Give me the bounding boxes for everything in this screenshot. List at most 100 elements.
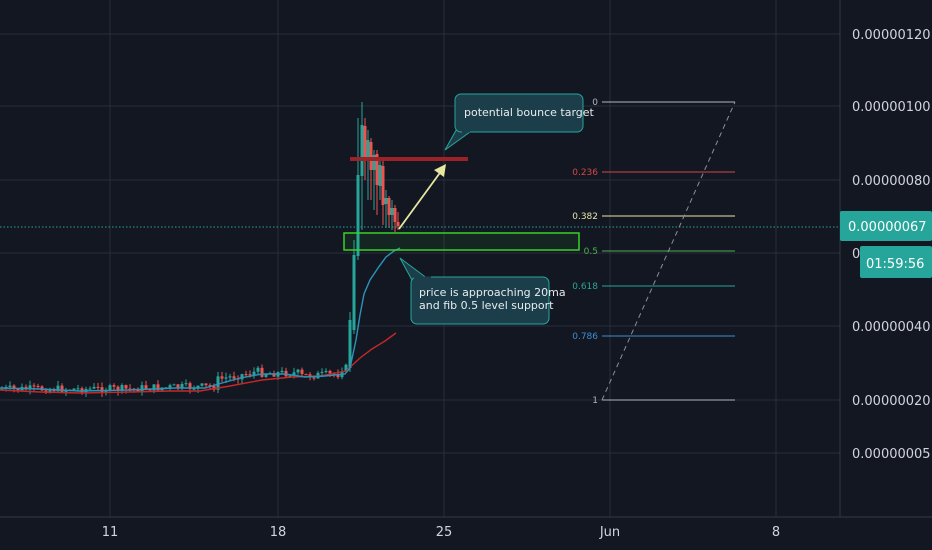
- y-tick-label: 0.00000005: [852, 447, 931, 462]
- candle-body: [48, 389, 52, 393]
- candle-body: [96, 386, 100, 388]
- candle-body: [128, 388, 132, 390]
- candle-body: [344, 364, 348, 372]
- candle-body: [256, 367, 260, 372]
- candle-body: [16, 388, 20, 391]
- candle-body: [192, 388, 196, 390]
- candle-body: [366, 140, 370, 158]
- candle-body: [76, 388, 80, 390]
- candle-body: [124, 385, 128, 389]
- candle-body: [32, 385, 36, 387]
- candles: [0, 102, 400, 398]
- candle-body: [144, 385, 148, 390]
- candle-body: [204, 383, 208, 386]
- candle-body: [304, 373, 308, 375]
- fib-retracement: 0 0.236 0.382 0.5 0.618 0.786 1: [572, 98, 735, 406]
- candle-body: [248, 374, 252, 376]
- y-tick-label: 0.00000100: [852, 100, 931, 115]
- candle-body: [200, 383, 204, 386]
- candle-body: [356, 175, 360, 256]
- candle-body: [292, 372, 296, 376]
- candle-body: [328, 370, 332, 374]
- candle-body: [56, 385, 60, 392]
- callout-bounce-target: potential bounce target: [444, 93, 595, 151]
- candle-body: [396, 222, 400, 226]
- candle-body: [260, 367, 264, 377]
- candle-body: [28, 385, 32, 390]
- candle-body: [300, 369, 304, 374]
- candle-body: [375, 154, 379, 185]
- fib-level-label: 0.236: [572, 168, 598, 178]
- candle-body: [280, 370, 284, 373]
- y-tick-label: 0.00000040: [852, 320, 931, 335]
- candle-body: [208, 385, 212, 387]
- candle-body: [176, 384, 180, 389]
- callout-support: price is approaching 20ma and fib 0.5 le…: [399, 257, 566, 325]
- candle-body: [252, 371, 256, 376]
- candle-body: [232, 376, 236, 379]
- candle-body: [378, 165, 382, 186]
- bounce-arrow: [398, 169, 443, 230]
- y-tick-label: 0.00000120: [852, 28, 931, 43]
- candle-body: [116, 386, 120, 391]
- x-tick-label: 25: [436, 525, 453, 540]
- candle-body: [60, 385, 64, 393]
- candle-body: [152, 384, 156, 391]
- fib-level-label: 0.5: [584, 247, 598, 257]
- support-zone: [343, 232, 580, 251]
- current-price-tag: 0.00000067: [840, 211, 932, 241]
- candle-body: [88, 388, 92, 390]
- candle-body: [387, 198, 391, 215]
- candle-body: [360, 125, 364, 176]
- candle-body: [324, 370, 328, 372]
- candle-body: [212, 386, 216, 390]
- time-axis: 11 18 25 Jun 8: [102, 525, 780, 540]
- candle-body: [196, 385, 200, 389]
- candle-body: [216, 376, 220, 390]
- candle-body: [336, 374, 340, 378]
- candle-body: [108, 385, 112, 391]
- ma-fast-line: [0, 247, 401, 392]
- x-tick-label: 8: [772, 525, 780, 540]
- candle-body: [188, 383, 192, 389]
- candle-body: [320, 371, 324, 373]
- fib-level-label: 0.382: [572, 212, 598, 222]
- candle-body: [92, 386, 96, 389]
- candle-body: [228, 376, 232, 378]
- candle-body: [12, 385, 16, 389]
- candle-body: [112, 385, 116, 387]
- candle-body: [184, 383, 188, 385]
- candle-body: [384, 198, 388, 204]
- candle-body: [390, 208, 394, 215]
- fib-level-label: 0.618: [572, 282, 598, 292]
- candle-body: [393, 208, 397, 222]
- ma-slow-line: [0, 332, 397, 394]
- grid-lines: [0, 0, 840, 517]
- candle-body: [220, 376, 224, 379]
- candle-body: [296, 369, 300, 373]
- x-tick-label: Jun: [599, 525, 620, 540]
- candle-body: [244, 374, 248, 376]
- candle-body: [312, 377, 316, 379]
- fib-trend-line: [601, 101, 736, 401]
- candle-body: [352, 255, 356, 330]
- candle-body: [264, 374, 268, 377]
- candle-body: [156, 384, 160, 391]
- countdown-value: 01:59:56: [866, 257, 924, 272]
- candle-body: [372, 155, 376, 170]
- candle-body: [136, 388, 140, 393]
- current-price-value: 0.00000067: [848, 220, 927, 235]
- candle-body: [140, 385, 144, 393]
- candle-body: [72, 388, 76, 391]
- countdown-tag: 01:59:56: [860, 246, 932, 278]
- candle-body: [348, 320, 352, 368]
- candle-body: [224, 377, 228, 379]
- candle-body: [363, 126, 367, 160]
- callout-support-text-1: price is approaching 20ma: [419, 286, 566, 299]
- candle-body: [272, 373, 276, 377]
- candle-body: [172, 384, 176, 386]
- bounce-arrow-head: [434, 164, 446, 177]
- fib-level-label: 0.786: [572, 332, 598, 342]
- candle-body: [381, 166, 385, 205]
